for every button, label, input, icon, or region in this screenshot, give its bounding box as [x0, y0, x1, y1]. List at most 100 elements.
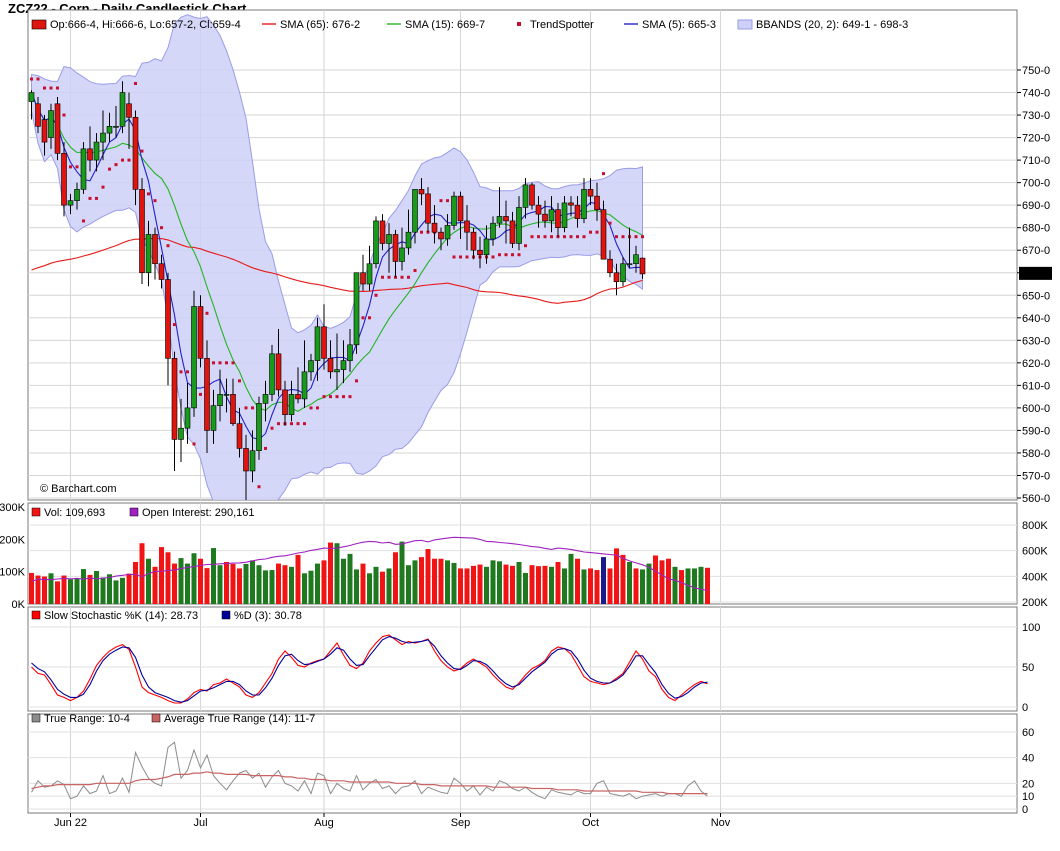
trendspotter-dot	[641, 235, 644, 239]
candle-up	[516, 207, 522, 244]
candle-down	[509, 220, 516, 244]
candle-down	[236, 423, 243, 449]
trendspotter-dot	[413, 268, 417, 272]
volume-bar	[490, 560, 496, 604]
trendspotter-dot	[608, 221, 612, 225]
candle-up	[113, 126, 119, 128]
volume-bar	[445, 560, 450, 604]
volume-bar	[529, 565, 535, 604]
stochastic-k-line	[31, 634, 708, 704]
price-axis-label: 640-0	[1022, 313, 1050, 325]
trendspotter-dot	[335, 395, 339, 399]
trendspotter-dot	[160, 226, 163, 230]
trendspotter-dot	[30, 77, 33, 81]
trendspotter-dot	[179, 370, 183, 374]
volume-bar	[302, 573, 307, 604]
volume-bar	[432, 558, 437, 604]
sma65-line	[31, 237, 643, 304]
trendspotter-dot	[491, 255, 495, 259]
price-axis-label: 710-0	[1022, 155, 1050, 167]
stochastic-axis-label: 0	[1022, 702, 1028, 714]
true-range-legend-label: Average True Range (14): 11-7	[164, 713, 315, 725]
trendspotter-dot	[374, 293, 378, 297]
volume-bar	[269, 570, 275, 604]
trendspotter-dot	[400, 275, 404, 279]
open-interest-axis-label: 400K	[1022, 571, 1048, 583]
average-true-range-line	[31, 771, 708, 795]
open-interest-axis-label: 800K	[1022, 520, 1048, 532]
volume-bar	[204, 568, 210, 604]
volume-bar	[698, 566, 704, 604]
volume-bar	[334, 543, 340, 604]
trendspotter-dot	[56, 86, 59, 90]
volume-bar	[152, 566, 158, 604]
trendspotter-dot	[264, 446, 267, 450]
trendspotter-dot	[212, 361, 215, 365]
trendspotter-dot	[205, 311, 209, 315]
volume-bar	[100, 577, 106, 604]
stochastic-legend-swatch	[31, 610, 41, 620]
candle-down	[438, 231, 444, 240]
legend-label: SMA (5): 665-3	[642, 19, 716, 31]
trendspotter-dot	[368, 316, 371, 320]
volume-bar	[380, 571, 385, 604]
volume-bar	[614, 548, 619, 604]
candle-down	[139, 189, 145, 274]
candle-up	[334, 369, 340, 373]
volume-bar	[295, 554, 301, 604]
candle-up	[308, 360, 314, 373]
true-range-axis-label: 10	[1022, 791, 1034, 803]
candle-up	[28, 92, 35, 102]
volume-bar	[386, 568, 392, 604]
candle-up	[353, 272, 360, 346]
volume-bar	[373, 566, 379, 604]
volume-bar	[640, 569, 645, 604]
volume-axis-label: 100K	[0, 567, 26, 579]
trendspotter-dot	[530, 235, 534, 239]
volume-bar	[419, 557, 424, 604]
candle-up	[191, 306, 197, 409]
volume-bar	[42, 576, 47, 604]
volume-bar	[282, 565, 288, 604]
candle-down	[542, 213, 548, 222]
legend-swatch-candle	[31, 19, 47, 30]
trendspotter-dot	[543, 235, 547, 239]
legend-swatch-band	[737, 19, 753, 30]
trendspotter-dot	[309, 406, 313, 410]
candle-up	[561, 202, 568, 228]
volume-bar	[230, 563, 236, 604]
trendspotter-dot	[225, 361, 228, 365]
barchart-watermark: © Barchart.com	[40, 483, 117, 495]
volume-bar	[523, 572, 528, 604]
candle-up	[301, 371, 308, 400]
legend-label: SMA (65): 676-2	[280, 19, 360, 31]
candle-up	[522, 184, 529, 208]
candle-down	[613, 272, 620, 283]
stochastic-legend-label: %D (3): 30.78	[234, 610, 302, 622]
volume-bar	[243, 563, 249, 604]
volume-bar	[399, 541, 405, 604]
trendspotter-dot	[316, 406, 319, 410]
volume-bar	[516, 561, 522, 604]
volume-bar	[568, 553, 574, 604]
trendspotter-dot	[153, 199, 157, 203]
candle-down	[360, 272, 366, 285]
trendspotter-dot	[62, 113, 66, 117]
price-axis-label: 610-0	[1022, 380, 1050, 392]
volume-legend-swatch	[129, 507, 139, 517]
volume-bar	[497, 561, 502, 604]
candle-up	[340, 360, 347, 370]
trendspotter-dot	[517, 253, 521, 257]
volume-bar	[191, 553, 197, 604]
true-range-legend-swatch	[151, 713, 161, 723]
candle-down	[54, 103, 61, 154]
candle-down	[477, 249, 483, 256]
volume-bar	[601, 557, 606, 604]
volume-bar	[61, 575, 67, 604]
candle-down	[152, 234, 158, 265]
candle-up	[444, 225, 451, 240]
candle-down	[321, 326, 327, 359]
legend-swatch-dot	[517, 22, 521, 26]
trendspotter-dot	[140, 149, 144, 153]
